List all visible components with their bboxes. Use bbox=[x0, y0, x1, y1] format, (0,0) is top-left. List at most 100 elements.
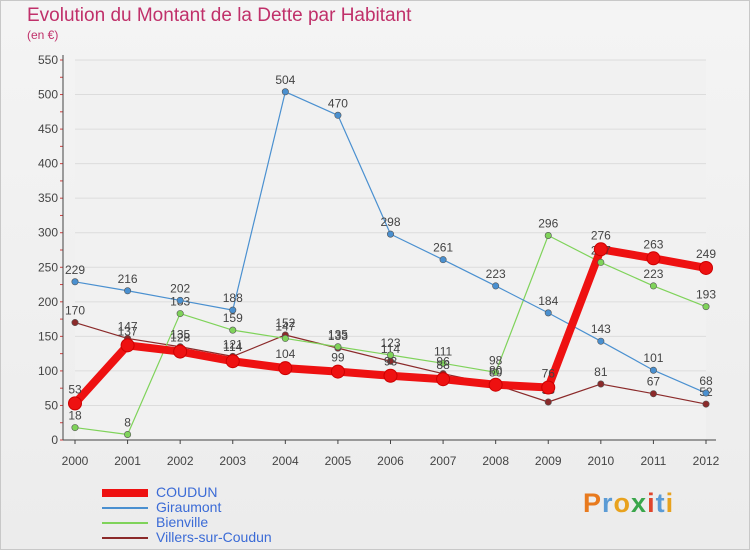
data-label: 114 bbox=[381, 342, 400, 356]
data-label: 263 bbox=[643, 237, 663, 251]
data-label: 147 bbox=[118, 319, 138, 333]
data-point bbox=[71, 278, 79, 286]
y-tick-label: 250 bbox=[38, 260, 58, 274]
data-point bbox=[488, 377, 503, 392]
data-label: 135 bbox=[328, 328, 348, 342]
data-point bbox=[68, 396, 82, 411]
data-point bbox=[646, 251, 661, 266]
data-label: 276 bbox=[591, 228, 611, 242]
data-label: 261 bbox=[433, 241, 453, 255]
data-point bbox=[544, 398, 552, 406]
data-point bbox=[649, 282, 657, 290]
data-point bbox=[124, 287, 132, 295]
data-point bbox=[649, 390, 657, 398]
data-label: 18 bbox=[68, 409, 82, 423]
data-label: 114 bbox=[223, 340, 242, 354]
data-label: 223 bbox=[486, 267, 506, 281]
data-label: 80 bbox=[489, 364, 503, 378]
data-label: 298 bbox=[380, 215, 400, 229]
data-label: 202 bbox=[170, 281, 190, 295]
data-point bbox=[71, 424, 79, 432]
data-point bbox=[386, 230, 394, 238]
data-point bbox=[597, 337, 605, 345]
data-label: 128 bbox=[170, 331, 190, 345]
data-point bbox=[278, 361, 293, 376]
data-label: 104 bbox=[275, 347, 295, 361]
data-label: 170 bbox=[65, 304, 85, 318]
x-tick-label: 2002 bbox=[167, 454, 194, 468]
data-point bbox=[541, 380, 556, 395]
x-tick-label: 2001 bbox=[114, 454, 141, 468]
data-label: 229 bbox=[65, 263, 85, 277]
data-label: 121 bbox=[223, 337, 243, 351]
data-point bbox=[334, 343, 342, 351]
data-point bbox=[702, 389, 710, 397]
x-tick-label: 2011 bbox=[641, 454, 667, 468]
data-label: 184 bbox=[538, 294, 558, 308]
data-label: 99 bbox=[331, 351, 345, 365]
data-label: 188 bbox=[223, 291, 243, 305]
data-point bbox=[173, 344, 188, 359]
data-point bbox=[334, 111, 342, 119]
x-tick-label: 2006 bbox=[377, 454, 404, 468]
data-point bbox=[229, 326, 237, 334]
y-tick-label: 500 bbox=[38, 88, 58, 102]
y-tick-label: 150 bbox=[38, 329, 58, 343]
data-label: 98 bbox=[489, 353, 503, 367]
data-label: 296 bbox=[538, 216, 558, 230]
data-label: 133 bbox=[328, 329, 348, 343]
x-tick-label: 2000 bbox=[62, 454, 89, 468]
data-label: 68 bbox=[699, 374, 713, 388]
data-point bbox=[71, 319, 79, 327]
data-point bbox=[492, 368, 500, 376]
data-label: 123 bbox=[380, 336, 400, 350]
data-point bbox=[386, 351, 394, 359]
data-point bbox=[544, 309, 552, 317]
data-point bbox=[176, 310, 184, 318]
y-tick-label: 100 bbox=[38, 364, 58, 378]
x-tick-label: 2009 bbox=[535, 454, 562, 468]
y-tick-label: 550 bbox=[38, 53, 58, 67]
data-point bbox=[439, 256, 447, 264]
data-point bbox=[229, 306, 237, 314]
data-point bbox=[699, 260, 713, 275]
x-tick-label: 2008 bbox=[482, 454, 509, 468]
data-label: 67 bbox=[647, 375, 661, 389]
chart-subtitle: (en €) bbox=[27, 28, 59, 42]
data-point bbox=[330, 364, 345, 379]
data-label: 111 bbox=[434, 344, 453, 358]
chart-title: Evolution du Montant de la Dette par Hab… bbox=[27, 5, 412, 26]
data-point bbox=[649, 366, 657, 374]
data-label: 101 bbox=[643, 351, 663, 365]
data-label: 76 bbox=[542, 366, 556, 380]
data-point bbox=[124, 430, 132, 438]
x-tick-label: 2007 bbox=[430, 454, 457, 468]
data-label: 216 bbox=[118, 272, 138, 286]
y-tick-label: 350 bbox=[38, 191, 58, 205]
legend-label: Giraumont bbox=[156, 499, 222, 515]
data-label: 193 bbox=[696, 288, 716, 302]
y-tick-label: 50 bbox=[45, 398, 59, 412]
data-point bbox=[176, 296, 184, 304]
data-point bbox=[702, 303, 710, 311]
data-label: 137 bbox=[118, 324, 138, 338]
data-label: 249 bbox=[696, 247, 716, 261]
data-label: 470 bbox=[328, 96, 348, 110]
data-label: 143 bbox=[591, 322, 611, 336]
y-tick-label: 300 bbox=[38, 226, 58, 240]
data-point bbox=[492, 282, 500, 290]
data-label: 504 bbox=[275, 73, 295, 87]
proxiti-logo: Proxiti bbox=[583, 488, 675, 518]
data-point bbox=[597, 380, 605, 388]
data-point bbox=[120, 338, 135, 353]
y-tick-label: 0 bbox=[51, 433, 58, 447]
data-point bbox=[281, 334, 289, 342]
data-point bbox=[544, 231, 552, 239]
data-point bbox=[702, 400, 710, 408]
data-label: 88 bbox=[436, 358, 450, 372]
data-point bbox=[597, 258, 605, 266]
data-label: 135 bbox=[170, 328, 190, 342]
data-point bbox=[225, 354, 240, 369]
data-point bbox=[593, 242, 608, 257]
